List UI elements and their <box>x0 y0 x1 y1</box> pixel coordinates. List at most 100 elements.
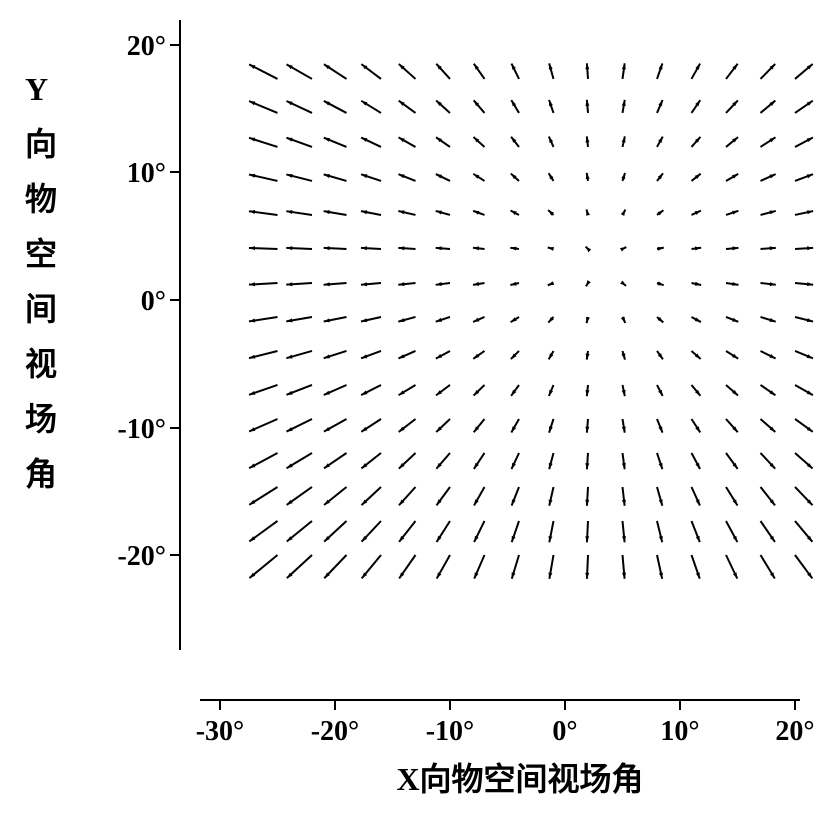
vector-arrow-head <box>769 318 775 322</box>
vector-arrow-head <box>620 281 626 286</box>
vector-arrow-head <box>732 211 738 215</box>
vector-arrow-head <box>696 536 700 542</box>
y-axis-label-char: 场 <box>25 401 57 437</box>
vector-arrow-head <box>361 318 367 322</box>
x-tick-label: 10° <box>660 716 699 747</box>
y-axis-label-char: 间 <box>25 291 57 327</box>
vector-arrow-head <box>696 572 700 578</box>
vector-arrow-head <box>249 246 255 250</box>
vector-arrow-head <box>620 247 626 251</box>
vector-arrow-head <box>249 101 255 105</box>
vector-arrow-head <box>659 63 663 69</box>
x-axis-label: X向物空间视场角 <box>396 761 643 797</box>
vector-arrow-head <box>549 390 553 396</box>
vector-arrow-head <box>510 282 516 286</box>
vector-arrow-head <box>658 426 662 432</box>
vector-arrow-head <box>286 427 292 431</box>
vector-arrow-head <box>361 246 367 250</box>
vector-field-svg: 20°10°0°-10°-20°-30°-20°-10°0°10°20°X向物空… <box>0 0 837 812</box>
vector-arrow-head <box>512 499 516 505</box>
vector-arrow-head <box>807 246 813 250</box>
vector-arrow-head <box>586 247 592 253</box>
y-axis-label-char: 角 <box>25 456 57 492</box>
x-tick-label: -20° <box>311 716 360 747</box>
vector-arrow-head <box>249 174 255 178</box>
vector-arrow-head <box>586 280 591 286</box>
vector-arrow-head <box>769 354 775 358</box>
vector-arrow-head <box>549 463 553 469</box>
x-tick-label: -30° <box>196 716 245 747</box>
y-tick-label: -10° <box>117 414 166 445</box>
vector-arrow-head <box>249 427 255 431</box>
vector-arrow-head <box>361 354 367 358</box>
vector-arrow-head <box>324 391 330 395</box>
vector-arrow-head <box>398 318 404 322</box>
vector-arrow-head <box>548 281 554 285</box>
vector-arrow-head <box>585 573 589 579</box>
vector-arrow-head <box>436 318 442 322</box>
vector-arrow-head <box>549 63 553 69</box>
vector-arrow-head <box>324 138 330 142</box>
chart-container: 20°10°0°-10°-20°-30°-20°-10°0°10°20°X向物空… <box>0 0 837 812</box>
vector-arrow-head <box>249 355 255 359</box>
vector-arrow-head <box>286 391 292 395</box>
vector-arrow-head <box>361 138 367 142</box>
vector-arrow-head <box>324 354 330 358</box>
vector-arrow-head <box>398 354 404 358</box>
vector-arrow-head <box>324 174 330 178</box>
vector-arrow-head <box>512 536 516 542</box>
y-tick-label: -20° <box>117 541 166 572</box>
y-tick-label: 0° <box>141 286 166 317</box>
y-axis-label-char: 物 <box>25 181 57 217</box>
vector-arrow-head <box>769 174 775 178</box>
y-tick-label: 20° <box>127 31 166 62</box>
vector-arrow-head <box>659 536 663 542</box>
vector-arrow-head <box>286 101 292 105</box>
vector-arrow-head <box>549 499 553 505</box>
vector-arrow-head <box>549 137 553 143</box>
vector-arrow-head <box>249 282 255 286</box>
vector-arrow-head <box>621 353 625 359</box>
y-axis-label-char: Y <box>25 71 48 107</box>
vector-arrow-head <box>732 318 738 322</box>
y-axis-label-char: 视 <box>25 346 57 382</box>
vector-arrow-head <box>286 138 292 142</box>
vector-arrow-head <box>286 174 292 178</box>
vector-arrow-head <box>586 209 590 215</box>
vector-arrow-head <box>286 246 292 250</box>
vector-arrow-head <box>286 355 292 359</box>
vector-arrow-head <box>436 211 442 215</box>
vector-arrow-head <box>621 317 625 323</box>
x-tick-label: 0° <box>552 716 577 747</box>
vector-arrow-head <box>361 391 367 396</box>
vector-arrow-head <box>807 354 813 358</box>
vector-arrow-head <box>621 210 626 216</box>
vector-arrow-head <box>659 463 663 469</box>
x-tick-label: 20° <box>775 716 814 747</box>
vector-arrow-head <box>807 174 813 178</box>
vector-arrow-head <box>249 391 255 395</box>
vector-arrow-head <box>657 281 663 285</box>
vector-arrow-head <box>585 536 589 542</box>
vector-arrow-head <box>548 247 554 251</box>
vector-arrow-head <box>585 500 589 506</box>
vector-arrow-head <box>511 463 515 469</box>
y-axis-label-char: 空 <box>25 236 57 272</box>
vector-field <box>249 63 813 579</box>
vector-arrow-head <box>549 100 553 106</box>
vector-arrow-head <box>658 100 662 106</box>
vector-arrow-head <box>586 317 590 323</box>
vector-arrow-head <box>659 572 663 578</box>
vector-arrow-head <box>511 64 515 70</box>
vector-arrow-head <box>474 536 478 542</box>
vector-arrow-head <box>622 136 626 142</box>
vector-arrow-head <box>621 173 625 179</box>
vector-arrow-head <box>398 174 404 178</box>
vector-arrow-head <box>436 174 442 178</box>
vector-arrow-head <box>473 318 479 322</box>
vector-arrow-head <box>324 246 330 250</box>
vector-arrow-head <box>474 572 478 578</box>
vector-arrow-head <box>807 318 813 322</box>
vector-arrow-head <box>807 210 813 214</box>
vector-arrow-head <box>769 211 775 215</box>
